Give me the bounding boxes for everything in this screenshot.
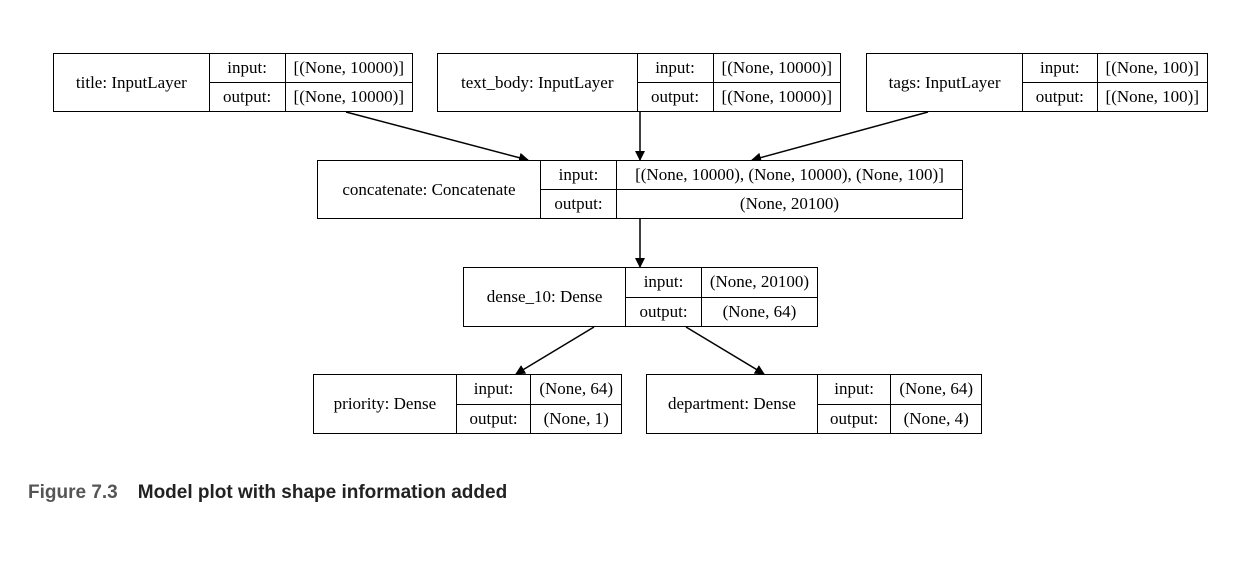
edge-dense-10-to-department (685, 326, 765, 375)
input-shape: (None, 64) (891, 375, 981, 405)
node-name: dense_10: Dense (464, 268, 627, 326)
figure-caption-text: Model plot with shape information added (137, 482, 508, 503)
output-label: output: (554, 194, 603, 213)
input-shape: (None, 64) (531, 375, 621, 405)
node-concatenate: concatenate: Concatenate input: output: … (317, 160, 963, 219)
figure-caption: Figure 7.3 Model plot with shape informat… (28, 482, 507, 504)
node-priority: priority: Dense input: output: (None, 64… (313, 374, 622, 434)
edge-title-to-concatenate (345, 111, 529, 163)
figure-number: Figure 7.3 (28, 482, 118, 503)
input-label: input: (456, 375, 531, 405)
node-tags: tags: InputLayer input: output: [(None, … (866, 53, 1208, 112)
output-shape: (None, 20100) (739, 194, 840, 213)
input-shape: [(None, 10000)] (713, 54, 840, 83)
output-label: output: (650, 87, 700, 106)
node-department: department: Dense input: output: (None, … (646, 374, 982, 434)
input-label: input: (1023, 54, 1097, 83)
node-name: concatenate: Concatenate (318, 161, 541, 218)
node-name: text_body: InputLayer (438, 54, 638, 111)
output-shape: [(None, 10000)] (721, 87, 832, 106)
node-name: tags: InputLayer (867, 54, 1024, 111)
input-label: input: (817, 375, 891, 405)
node-dense-10: dense_10: Dense input: output: (None, 20… (463, 267, 818, 327)
output-label: output: (1035, 87, 1084, 106)
input-shape: [(None, 10000), (None, 10000), (None, 10… (617, 161, 962, 190)
node-name: priority: Dense (314, 375, 457, 433)
output-shape: [(None, 100)] (1105, 87, 1199, 106)
output-label: output: (639, 301, 688, 321)
input-label: input: (637, 54, 713, 83)
input-label: input: (626, 268, 701, 298)
input-shape: [(None, 100)] (1097, 54, 1207, 83)
input-shape: [(None, 10000)] (285, 54, 412, 83)
edge-tags-to-concatenate (751, 111, 929, 163)
output-shape: (None, 64) (722, 301, 797, 321)
node-text-body: text_body: InputLayer input: output: [(N… (437, 53, 841, 112)
input-shape: (None, 20100) (701, 268, 817, 298)
output-label: output: (830, 408, 879, 428)
input-label: input: (209, 54, 285, 83)
edge-dense-10-to-priority (515, 326, 595, 375)
output-shape: (None, 1) (543, 408, 609, 428)
input-label: input: (541, 161, 616, 190)
node-name: title: InputLayer (54, 54, 210, 111)
output-label: output: (469, 408, 518, 428)
output-label: output: (223, 87, 272, 106)
output-shape: (None, 4) (903, 408, 969, 428)
output-shape: [(None, 10000)] (293, 87, 404, 106)
node-name: department: Dense (647, 375, 818, 433)
node-title: title: InputLayer input: output: [(None,… (53, 53, 413, 112)
